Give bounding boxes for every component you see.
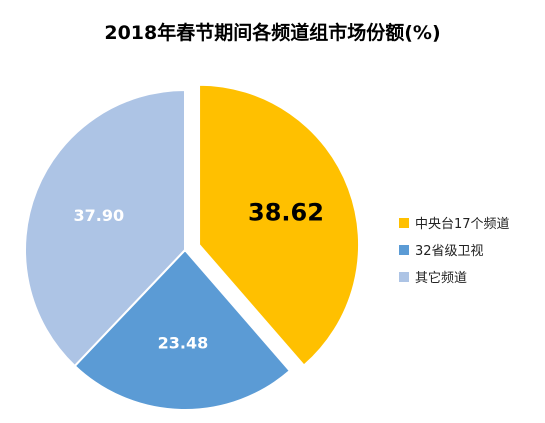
pie-slice-provincial [73,248,292,411]
data-label-cctv: 38.62 [248,198,324,226]
legend-swatch-provincial [399,244,409,255]
pie-slice-cctv [198,83,361,367]
legend-item-provincial: 32省级卫视 [399,241,510,259]
legend-swatch-other [399,271,409,282]
legend-item-other: 其它频道 [399,268,510,286]
legend: 中央台17个频道 32省级卫视 其它频道 [399,214,510,295]
data-label-other: 37.90 [74,206,125,225]
legend-item-cctv: 中央台17个频道 [399,214,510,232]
legend-label-other: 其它频道 [415,271,468,286]
legend-label-cctv: 中央台17个频道 [415,217,510,232]
data-label-provincial: 23.48 [158,333,209,352]
legend-swatch-cctv [399,217,409,228]
chart-title: 2018年春节期间各频道组市场份额(%) [104,22,441,44]
pie-slice-other [24,88,186,368]
legend-label-provincial: 32省级卫视 [415,244,484,259]
